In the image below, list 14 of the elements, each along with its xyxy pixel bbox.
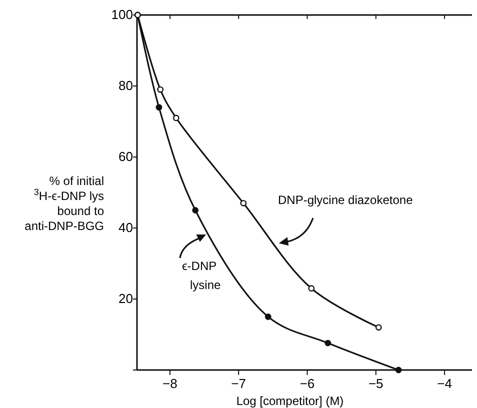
y-tick-label: 40 [118, 220, 133, 235]
legend-label: ϵ-DNP lysine [182, 259, 222, 292]
y-axis-title: % of initial $^{3}$H-ϵ-DNP lys bound to anti-DNP-BGG [24, 174, 104, 233]
y-tick-label: 20 [118, 291, 133, 306]
x-tick-label: −8 [162, 376, 178, 391]
x-tick-label: −4 [437, 376, 452, 391]
y-tick-label: 80 [118, 78, 133, 93]
x-tick-label: −7 [231, 376, 246, 391]
y-tick-label: 100 [111, 7, 133, 22]
x-tick-label: −5 [368, 376, 384, 391]
y-tick-label: 60 [118, 149, 133, 164]
x-tick-label: −6 [300, 376, 315, 391]
text: DNP-glycine diazoketone [278, 193, 414, 207]
x-axis-title: Log [competitor] (M) [236, 394, 344, 408]
